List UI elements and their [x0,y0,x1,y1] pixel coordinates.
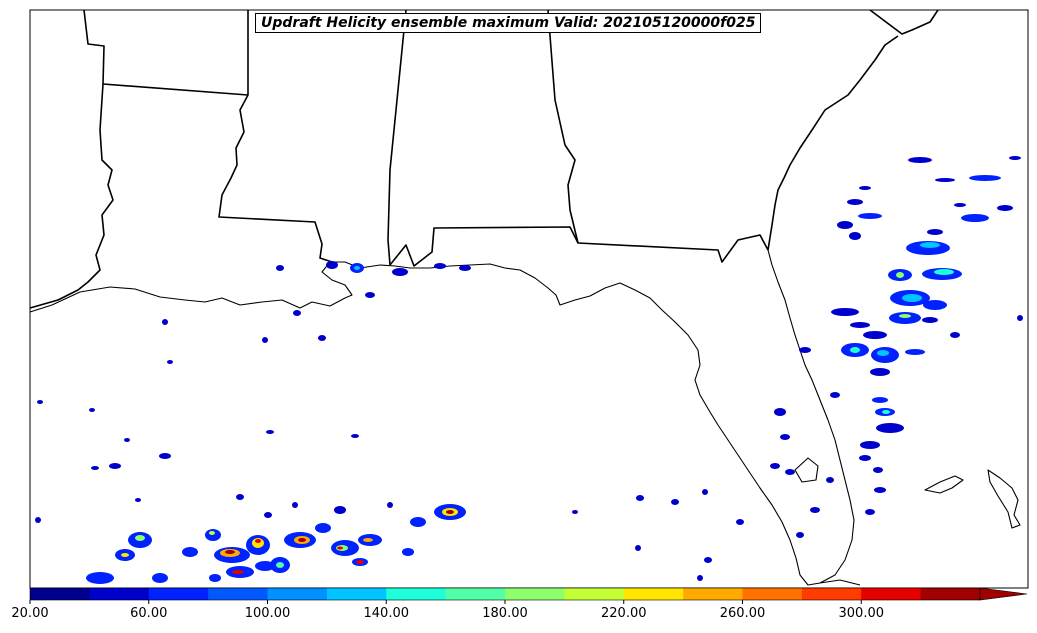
coastline-gulf [29,249,855,586]
state-border-ga-coast [767,35,899,251]
bahamas-2 [987,469,1021,529]
colorbar-segment [742,588,803,600]
colorbar-segment [326,588,387,600]
colorbar-tick-label: 180.00 [482,606,528,621]
swath-north-gulf [37,261,471,470]
state-border-ga-sc [869,9,939,35]
coastline [29,249,1021,586]
colorbar-segment [920,588,981,600]
bahamas-1 [924,475,964,494]
state-border-ms-west [218,94,333,263]
colorbar-segment [505,588,565,600]
state-border-al-ga [547,9,579,244]
colorbar-segment [267,588,328,600]
helicity-swaths [35,156,1023,584]
colorbar-tick-label: 100.00 [244,606,291,621]
colorbar-segment [861,588,922,600]
colorbar-segment [30,588,90,600]
colorbar [29,587,1028,604]
colorbar-tick-label: 60.00 [130,606,168,621]
state-border-ms-al [387,9,407,266]
colorbar-tick-label: 300.00 [838,606,885,621]
colorbar-segment [208,588,268,600]
colorbar-segment [564,588,625,600]
map-boundaries [29,9,939,309]
colorbar-tick-label: 20.00 [11,606,49,621]
map-panel [29,9,1029,589]
colorbar-segment [386,588,447,600]
colorbar-segment [148,588,209,600]
colorbar-segment [683,588,743,600]
keys [819,579,861,586]
colorbar-segment [801,588,862,600]
colorbar-tick-label: 140.00 [363,606,410,621]
state-border-al-fl [389,226,769,267]
swath-east-coast [770,156,1023,538]
colorbar-segment [623,588,684,600]
colorbar-segment [445,588,506,600]
colorbar-tick-label: 260.00 [719,606,766,621]
colorbar-segment [89,588,150,600]
state-border-ar-la [83,9,249,96]
map-title: Updraft Helicity ensemble maximum Valid:… [255,13,762,33]
swath-south-gulf [35,489,744,584]
state-border-la-ms [29,83,114,309]
colorbar-tick-label: 220.00 [601,606,647,621]
lake-okeechobee [794,457,819,483]
colorbar-extend-arrow [979,587,1028,601]
